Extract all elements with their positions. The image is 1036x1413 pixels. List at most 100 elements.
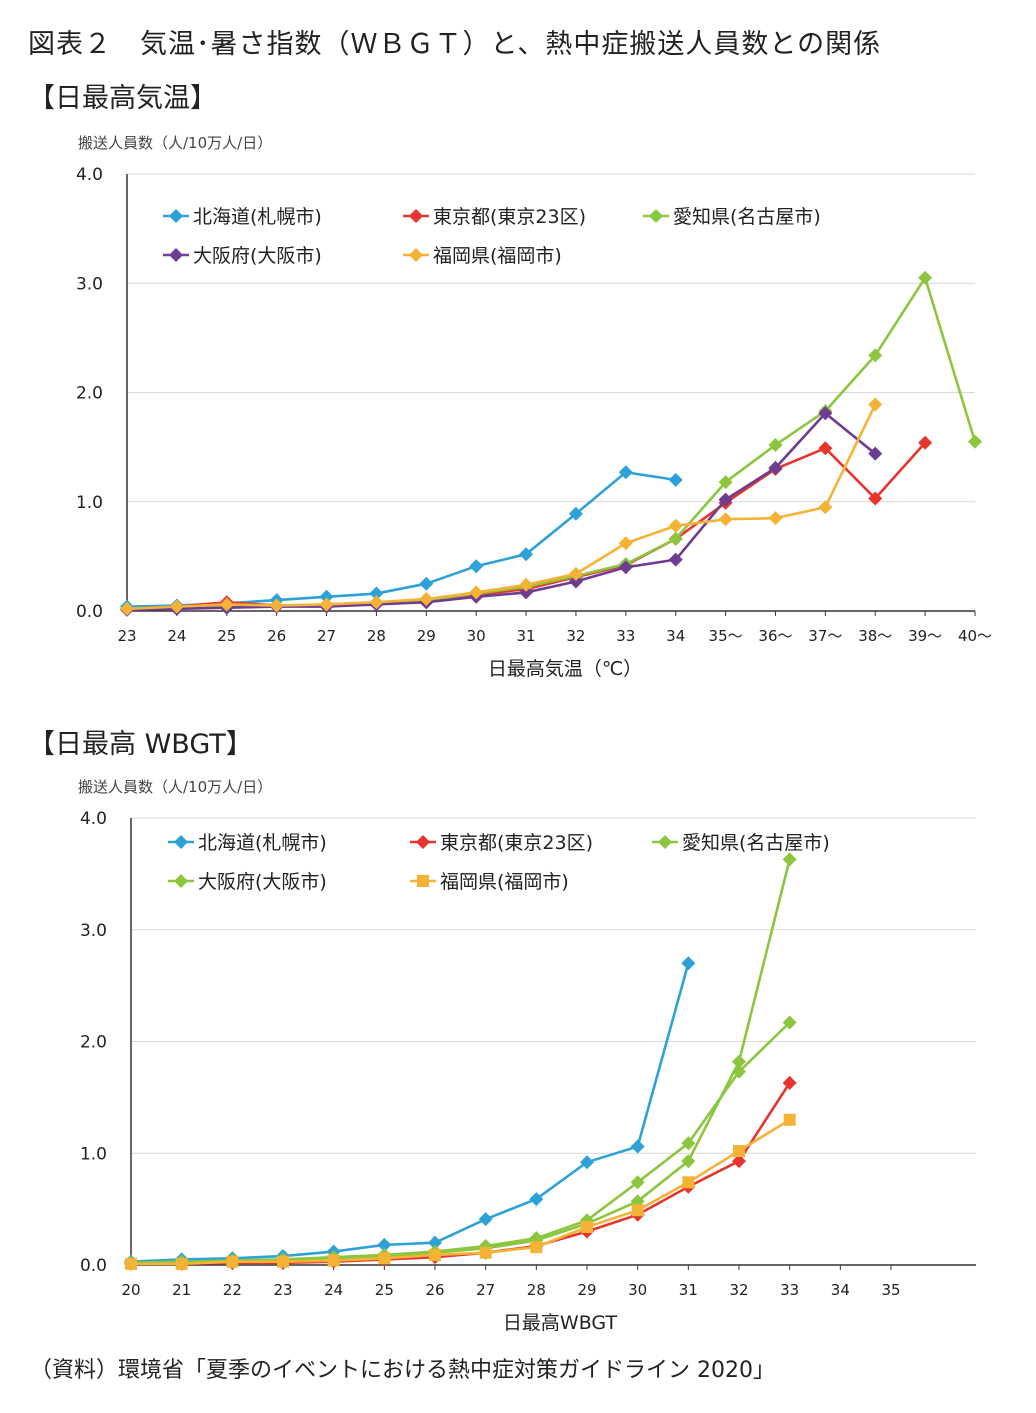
legend-marker [416,835,430,849]
x-tick-label: 28 [527,1281,546,1299]
data-point [668,472,683,487]
legend-label: 東京都(東京23区) [433,206,586,228]
legend-label: 愛知県(名古屋市) [682,832,830,854]
data-point [269,598,284,613]
series-line [126,470,676,608]
data-point [618,465,633,480]
series-line [126,276,977,611]
y-tick-label: 2.0 [76,384,103,404]
series-line [130,962,690,1263]
data-point [818,441,833,456]
data-point [818,500,833,515]
data-point [377,1237,392,1252]
data-point [125,1257,137,1270]
x-tick-label: 30 [467,627,486,645]
data-point [681,1154,696,1169]
data-point [768,460,783,475]
data-point [369,595,384,610]
source-note: （資料）環境省「夏季のイベントにおける熱中症対策ガイドライン 2020」 [30,1358,775,1383]
data-point [581,1221,593,1234]
data-point [618,536,633,551]
series-5 [120,397,883,616]
data-point [519,577,534,592]
y-tick-label: 1.0 [76,493,103,513]
data-point [226,1255,239,1268]
legend-label: 福岡県(福岡市) [440,871,569,893]
data-point [682,1176,695,1189]
legend-marker [649,209,663,223]
data-point [568,566,583,581]
legend-label: 北海道(札幌市) [198,832,327,854]
y-tick-label: 0.0 [76,602,103,622]
x-tick-label: 29 [577,1281,596,1299]
data-point [631,1204,644,1217]
data-point [782,1015,797,1030]
data-point [530,1241,543,1254]
data-point [668,518,683,533]
series-5 [125,1113,796,1270]
legend-marker [409,209,423,223]
x-tick-label: 35 [881,1281,900,1299]
series-3 [120,270,982,616]
x-tick-label: 33 [780,1281,799,1299]
legend-label: 福岡県(福岡市) [433,245,562,267]
series-line [131,1118,791,1266]
legend-marker [174,835,188,849]
data-point [818,406,833,421]
data-point [469,559,484,574]
data-point [327,1254,340,1267]
x-tick-label: 25 [375,1281,394,1299]
x-tick-label: 26 [425,1281,444,1299]
data-point [782,1075,797,1090]
data-point [419,591,434,606]
data-point [568,506,583,521]
x-tick-label: 23 [117,627,136,645]
x-tick-label: 23 [273,1281,292,1299]
data-point [175,1257,188,1270]
x-tick-label: 28 [367,627,386,645]
data-point [918,270,933,285]
x-tick-label: 27 [317,627,336,645]
data-point [419,576,434,591]
data-point [319,597,334,612]
legend: 北海道(札幌市) 東京都(東京23区) 愛知県(名古屋市) 大阪府(大阪市) 福岡県(福… [163,206,821,267]
x-tick-label: 24 [324,1281,343,1299]
data-point [519,585,534,600]
series-2 [124,1075,797,1271]
data-point [733,1145,745,1158]
x-tick-label: 39〜 [908,627,942,645]
data-point [868,446,883,461]
data-point [768,437,783,452]
figure-title: 図表２ 気温･暑さ指数（ＷＢＧＴ）と、熱中症搬送人員数との関係 [28,29,882,60]
data-point [732,1054,746,1069]
data-point [319,589,334,604]
data-point [428,1235,442,1250]
x-tick-label: 27 [476,1281,495,1299]
series-4 [124,852,797,1271]
legend-label: 大阪府(大阪市) [198,871,327,893]
data-point [668,531,683,546]
x-tick-label: 25 [217,627,236,645]
y-tick-label: 3.0 [76,274,103,294]
x-tick-label: 26 [267,627,286,645]
x-tick-label: 31 [679,1281,698,1299]
x-tick-label: 33 [616,627,635,645]
data-point [782,852,797,867]
data-point [219,597,234,612]
data-point [478,1212,493,1227]
data-point [718,475,733,490]
chart-wbgt: 0.0 1.0 2.0 3.0 4.0 20 21 22 23 24 25 26 27 28 29 30 31 3… [78,778,976,1334]
y-axis-title: 搬送人員数（人/10万人/日） [78,778,272,796]
x-tick-label: 31 [517,627,536,645]
series-line [126,411,877,612]
data-point [718,492,733,507]
x-tick-label: 32 [566,627,585,645]
x-axis-title: 日最高WBGT [503,1312,618,1334]
x-tick-label: 34 [666,627,685,645]
x-tick-label: 36〜 [758,627,792,645]
x-tick-label: 40〜 [958,627,992,645]
data-point [568,574,583,589]
legend-marker [169,248,183,262]
data-point [868,491,883,506]
x-tick-label: 24 [167,627,186,645]
